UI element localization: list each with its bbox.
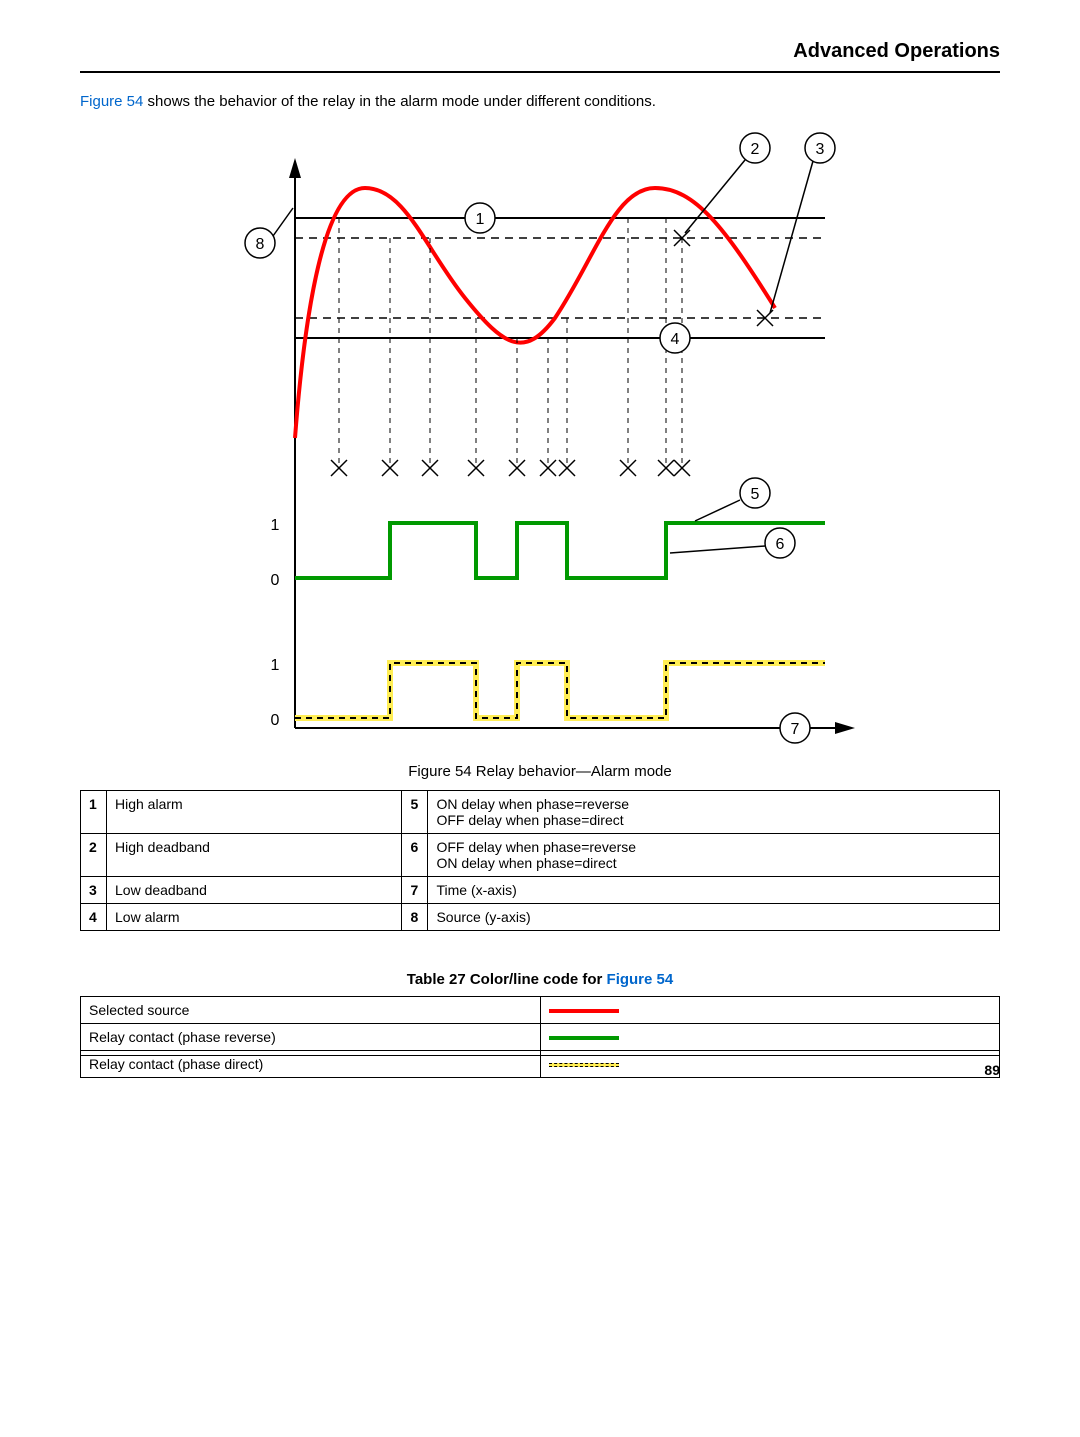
colorcode-figure-link[interactable]: Figure 54: [607, 971, 674, 988]
colorcode-row: Relay contact (phase reverse): [81, 1024, 1000, 1051]
legend-text: High alarm: [107, 791, 402, 834]
svg-text:1: 1: [476, 211, 485, 228]
svg-text:5: 5: [751, 486, 760, 503]
relay-rev-1-label: 1: [271, 517, 280, 534]
relay-dir-0-label: 0: [271, 712, 280, 729]
colorcode-swatch: [540, 997, 1000, 1024]
svg-text:2: 2: [751, 141, 760, 158]
colorcode-title: Table 27 Color/line code for Figure 54: [80, 971, 1000, 988]
page-number: 89: [984, 1062, 1000, 1078]
legend-num: 4: [81, 904, 107, 931]
figure-reference-link[interactable]: Figure 54: [80, 93, 143, 110]
colorcode-title-prefix: Table 27 Color/line code for: [407, 971, 607, 988]
svg-text:4: 4: [671, 331, 680, 348]
legend-num: 6: [402, 834, 428, 877]
legend-text: Source (y-axis): [428, 904, 1000, 931]
svg-text:8: 8: [256, 236, 265, 253]
colorcode-row: Selected source: [81, 997, 1000, 1024]
legend-num: 2: [81, 834, 107, 877]
legend-row: 4Low alarm8Source (y-axis): [81, 904, 1000, 931]
legend-row: 1High alarm5ON delay when phase=reverseO…: [81, 791, 1000, 834]
relay-diagram: 1 0 1 0 1 2 3 4 5 6 7 8: [215, 128, 865, 751]
colorcode-label: Relay contact (phase reverse): [81, 1024, 541, 1051]
colorcode-swatch: [540, 1024, 1000, 1051]
legend-text: High deadband: [107, 834, 402, 877]
legend-num: 7: [402, 877, 428, 904]
figure-caption: Figure 54 Relay behavior—Alarm mode: [80, 763, 1000, 780]
relay-dir-1-label: 1: [271, 657, 280, 674]
section-title: Advanced Operations: [80, 40, 1000, 73]
legend-table: 1High alarm5ON delay when phase=reverseO…: [80, 790, 1000, 931]
svg-text:6: 6: [776, 536, 785, 553]
svg-text:3: 3: [816, 141, 825, 158]
legend-text: Time (x-axis): [428, 877, 1000, 904]
legend-num: 5: [402, 791, 428, 834]
page-footer: 89: [80, 1055, 1000, 1078]
intro-text-rest: shows the behavior of the relay in the a…: [143, 93, 656, 110]
legend-num: 1: [81, 791, 107, 834]
legend-text: OFF delay when phase=reverseON delay whe…: [428, 834, 1000, 877]
legend-text: Low deadband: [107, 877, 402, 904]
legend-text: Low alarm: [107, 904, 402, 931]
legend-num: 8: [402, 904, 428, 931]
legend-text: ON delay when phase=reverseOFF delay whe…: [428, 791, 1000, 834]
legend-row: 2High deadband6OFF delay when phase=reve…: [81, 834, 1000, 877]
relay-rev-0-label: 0: [271, 572, 280, 589]
intro-paragraph: Figure 54 shows the behavior of the rela…: [80, 93, 1000, 110]
colorcode-label: Selected source: [81, 997, 541, 1024]
legend-num: 3: [81, 877, 107, 904]
svg-text:7: 7: [791, 721, 800, 738]
legend-row: 3Low deadband7Time (x-axis): [81, 877, 1000, 904]
